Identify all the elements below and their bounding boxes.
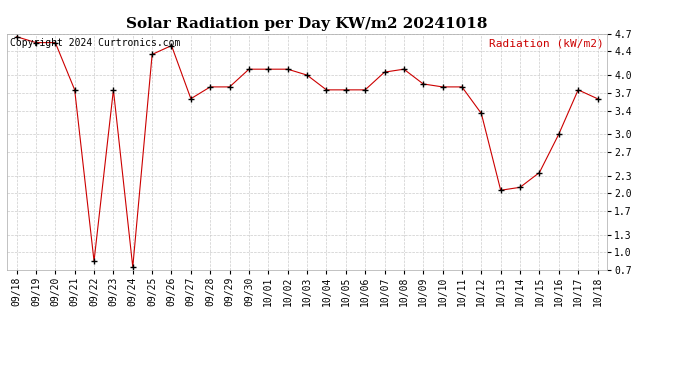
Text: Copyright 2024 Curtronics.com: Copyright 2024 Curtronics.com [10, 39, 180, 48]
Text: Radiation (kW/m2): Radiation (kW/m2) [489, 39, 604, 48]
Title: Solar Radiation per Day KW/m2 20241018: Solar Radiation per Day KW/m2 20241018 [126, 17, 488, 31]
